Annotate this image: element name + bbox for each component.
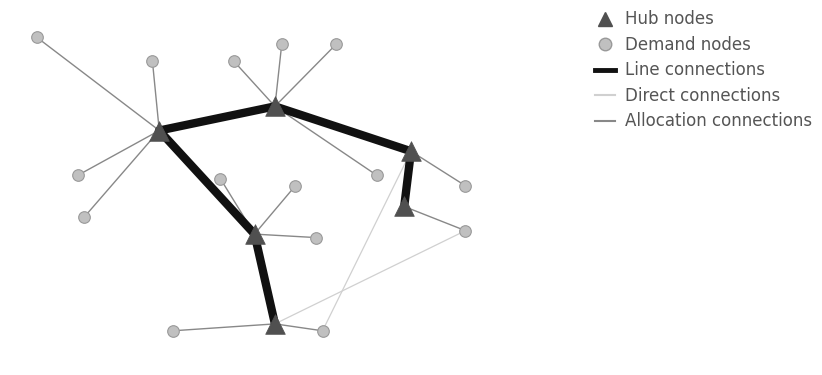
Point — [309, 235, 322, 241]
Point — [268, 104, 281, 110]
Point — [275, 41, 289, 47]
Legend: Hub nodes, Demand nodes, Line connections, Direct connections, Allocation connec: Hub nodes, Demand nodes, Line connection… — [589, 4, 819, 137]
Point — [316, 328, 329, 334]
Point — [153, 128, 166, 134]
Point — [248, 231, 261, 237]
Point — [166, 328, 179, 334]
Point — [78, 214, 91, 220]
Point — [459, 183, 472, 189]
Point — [330, 41, 343, 47]
Point — [145, 58, 159, 64]
Point — [371, 172, 384, 178]
Point — [289, 183, 302, 189]
Point — [71, 172, 84, 178]
Point — [268, 321, 281, 327]
Point — [228, 58, 241, 64]
Point — [459, 228, 472, 234]
Point — [214, 176, 227, 182]
Point — [404, 148, 418, 154]
Point — [30, 34, 44, 40]
Point — [398, 204, 411, 210]
